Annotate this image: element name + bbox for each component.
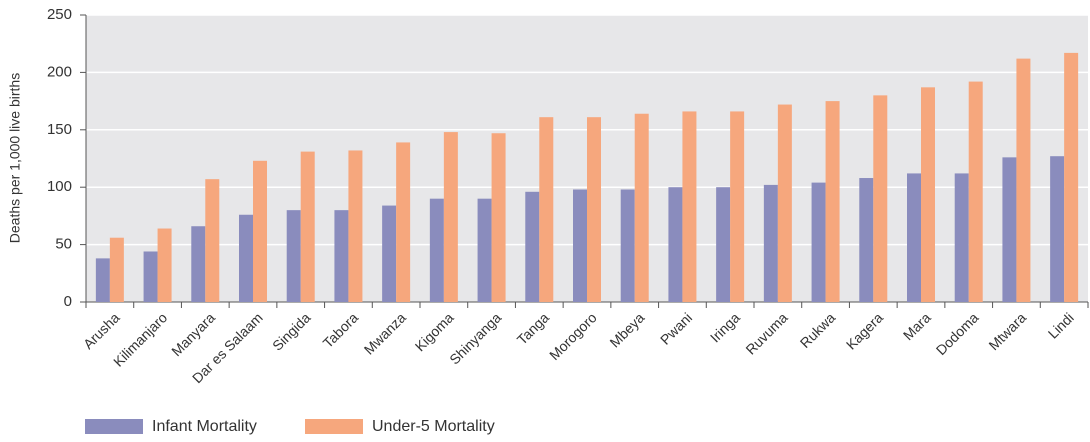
- x-tick-label: Singida: [269, 309, 313, 353]
- y-tick-label: 150: [47, 121, 72, 138]
- bar: [286, 210, 301, 302]
- x-tick-label: Mara: [900, 309, 934, 343]
- x-tick-label: Manyara: [168, 309, 218, 359]
- bar: [777, 104, 792, 302]
- x-tick-label: Lindi: [1045, 309, 1077, 341]
- bar: [396, 142, 411, 302]
- x-tick-label: Arusha: [80, 309, 123, 352]
- bar: [382, 205, 397, 302]
- bar: [525, 191, 540, 302]
- bar: [907, 173, 921, 302]
- bar: [634, 113, 649, 302]
- bar: [443, 132, 458, 302]
- x-tick-label: Tabora: [320, 309, 362, 351]
- y-tick-label: 100: [47, 178, 72, 195]
- bar: [921, 87, 935, 302]
- y-axis-label: Deaths per 1,000 live births: [7, 73, 23, 243]
- bar: [539, 117, 554, 302]
- x-tick-label: Pwani: [657, 309, 695, 347]
- bar: [348, 150, 363, 302]
- legend-swatch: [305, 419, 363, 434]
- bar: [239, 214, 253, 302]
- bar: [825, 101, 840, 302]
- bar: [334, 210, 349, 302]
- bar: [191, 226, 206, 302]
- bar: [157, 228, 172, 302]
- bar: [1016, 58, 1031, 303]
- x-tick-label: Tanga: [514, 309, 552, 347]
- x-tick-label: Mwanza: [361, 309, 409, 357]
- x-tick-label: Kigoma: [412, 309, 457, 354]
- bar: [730, 111, 745, 302]
- bar: [763, 184, 778, 302]
- bar: [716, 187, 731, 302]
- y-tick-label: 200: [47, 63, 72, 80]
- y-tick-label: 250: [47, 6, 72, 23]
- legend-swatch: [85, 419, 143, 434]
- bar: [587, 117, 601, 302]
- x-tick-label: Rukwa: [797, 309, 839, 351]
- bar: [109, 237, 124, 302]
- bar: [491, 133, 506, 302]
- x-tick-label: Morogoro: [546, 309, 600, 363]
- bar: [429, 198, 444, 302]
- bar: [143, 251, 158, 302]
- bar: [682, 111, 697, 302]
- legend-label: Infant Mortality: [152, 418, 257, 435]
- bar: [811, 182, 826, 302]
- bar: [1002, 157, 1017, 302]
- legend-label: Under-5 Mortality: [372, 418, 495, 435]
- bar: [968, 81, 983, 302]
- bar: [477, 198, 492, 302]
- bar: [1050, 156, 1065, 302]
- bar: [954, 173, 969, 302]
- bar: [205, 179, 220, 302]
- bar: [873, 95, 888, 302]
- x-tick-label: Mtwara: [985, 309, 1029, 353]
- bar: [1064, 52, 1079, 302]
- bar: [573, 189, 587, 302]
- x-tick-label: Kagera: [843, 309, 886, 352]
- x-tick-label: Shinyanga: [446, 309, 504, 367]
- y-tick-label: 50: [55, 236, 72, 253]
- x-tick-label: Iringa: [707, 309, 743, 345]
- bar: [859, 178, 874, 302]
- bar: [253, 160, 267, 302]
- bar: [620, 189, 635, 302]
- x-tick-label: Ruvuma: [742, 309, 790, 357]
- y-tick-label: 0: [64, 293, 72, 310]
- x-tick-label: Dodoma: [933, 309, 982, 358]
- x-tick-label: Mbeya: [606, 309, 647, 350]
- bar: [300, 151, 315, 302]
- bar: [95, 258, 110, 302]
- bar: [668, 187, 683, 302]
